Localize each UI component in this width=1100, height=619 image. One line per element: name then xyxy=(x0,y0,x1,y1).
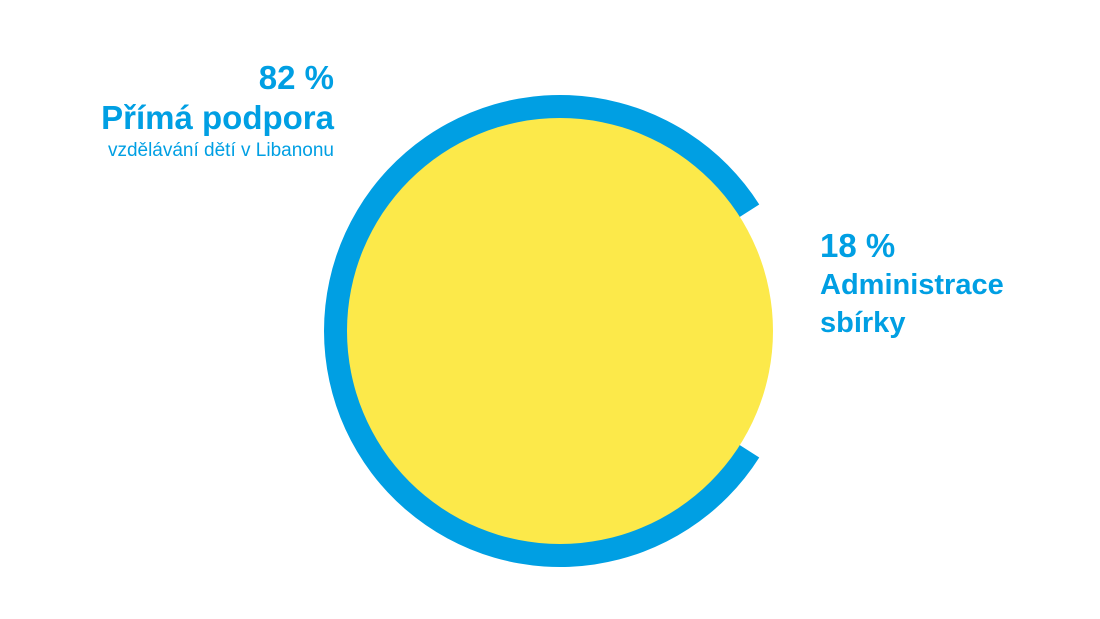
category-label-administrace-line1: Administrace xyxy=(820,269,1004,301)
category-label-administrace-line2: sbírky xyxy=(820,307,906,339)
center-disc xyxy=(347,118,773,544)
label-administrace-sbirky: 18 % Administrace sbírky xyxy=(820,226,1004,342)
label-prima-podpora: 82 % Přímá podpora vzdělávání dětí v Lib… xyxy=(101,58,334,164)
category-label-prima-podpora: Přímá podpora xyxy=(101,99,334,136)
value-label-prima-podpora: 82 % xyxy=(258,59,334,96)
value-label-administrace: 18 % xyxy=(820,227,896,264)
sublabel-prima-podpora: vzdělávání dětí v Libanonu xyxy=(107,140,334,161)
